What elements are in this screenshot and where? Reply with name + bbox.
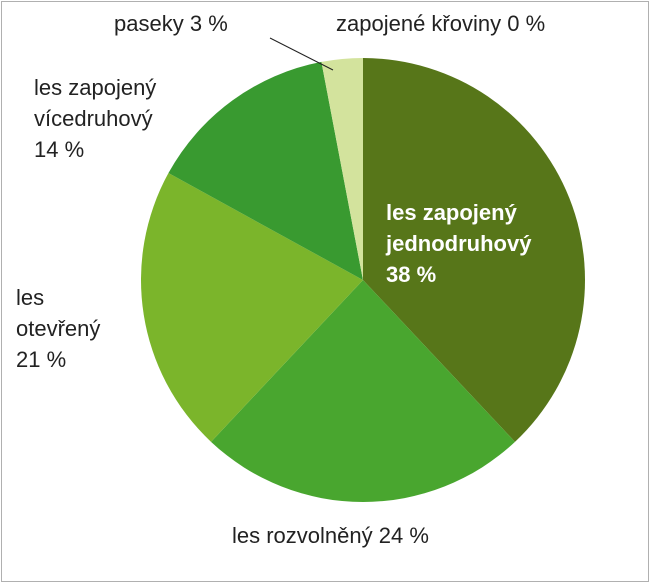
category-label: les otevřený <box>16 285 101 341</box>
value-label: 24 % <box>378 523 429 548</box>
value-label: 38 % <box>386 262 437 287</box>
pie-slice <box>363 58 585 442</box>
category-label: les zapojený jednodruhový <box>386 200 532 256</box>
value-label: 3 % <box>189 11 228 36</box>
value-label: 0 % <box>507 11 546 36</box>
value-label: 21 % <box>16 347 67 372</box>
slice-label: paseky 3 % <box>114 8 274 39</box>
category-label: zapojené křoviny <box>336 11 502 36</box>
category-label: les zapojený vícedruhový <box>34 75 157 131</box>
slice-label: les rozvolněný 24 % <box>232 520 532 551</box>
pie-slice <box>168 61 363 280</box>
pie-slice <box>211 280 515 502</box>
category-label: les rozvolněný <box>232 523 373 548</box>
slice-label: les zapojený vícedruhový 14 % <box>34 72 194 165</box>
leader-line <box>269 37 334 71</box>
slice-label: les otevřený 21 % <box>16 282 126 375</box>
slice-label: les zapojený jednodruhový 38 % <box>386 197 586 290</box>
slice-label: zapojené křoviny 0 % <box>336 8 636 39</box>
category-label: paseky <box>114 11 184 36</box>
pie-slice <box>321 58 363 280</box>
value-label: 14 % <box>34 137 85 162</box>
pie-slice <box>141 173 363 442</box>
